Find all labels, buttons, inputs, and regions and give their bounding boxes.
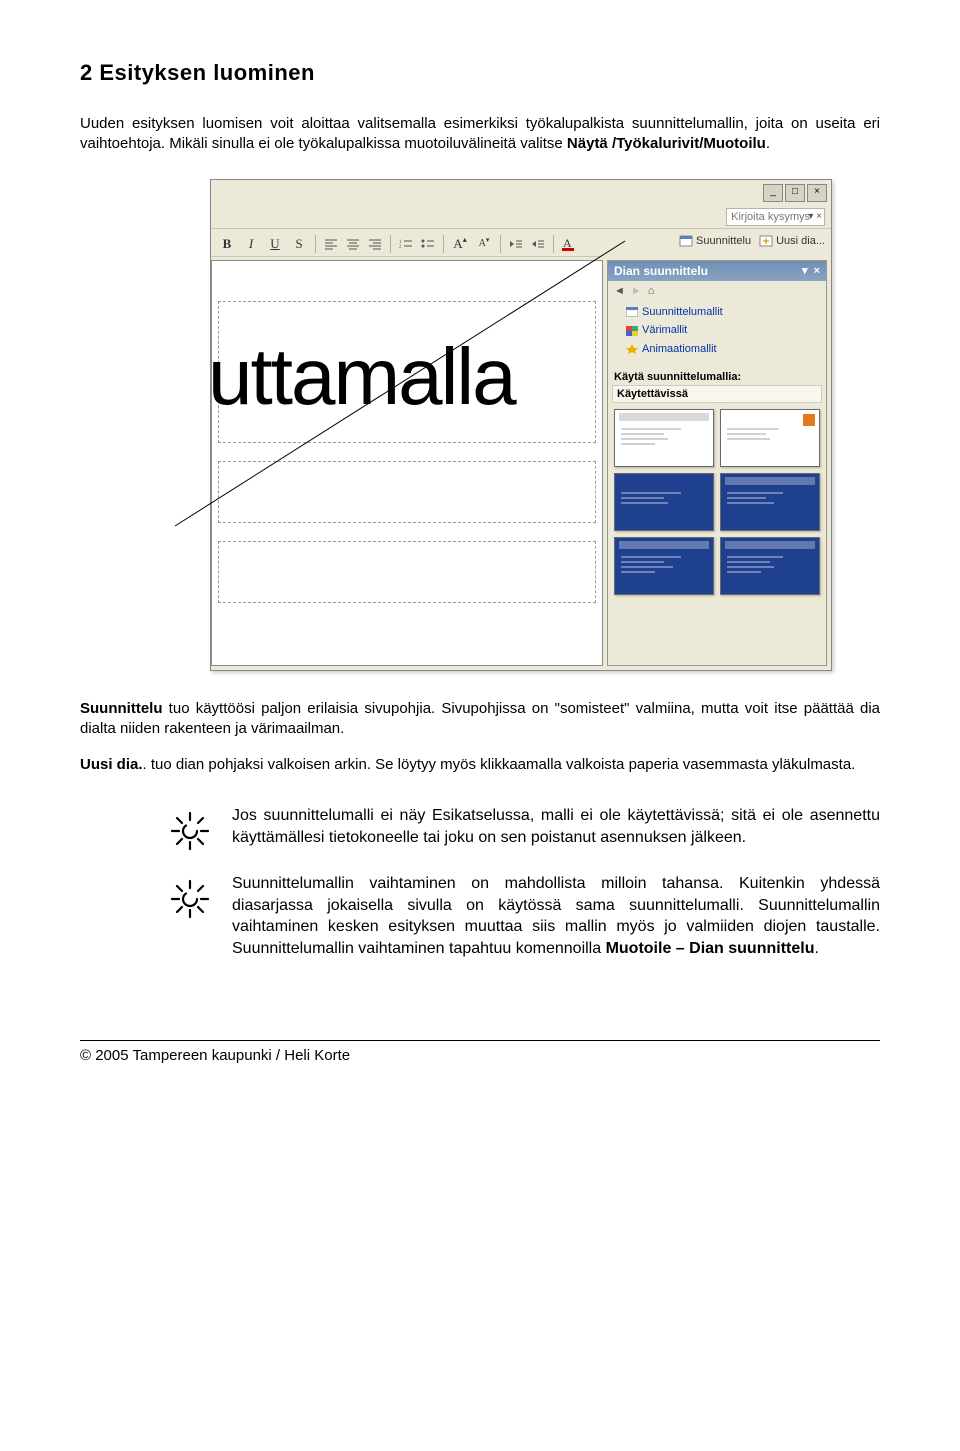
task-pane-nav: ◄ ► ⌂	[608, 281, 826, 301]
toolbar-separator	[500, 235, 501, 253]
design-links: Suunnittelu Uusi dia...	[679, 235, 825, 247]
sun-icon	[160, 873, 220, 921]
animation-schemes-link[interactable]: Animaatiomallit	[626, 340, 820, 359]
uusidia-paragraph: Uusi dia.. tuo dian pohjaksi valkoisen a…	[80, 755, 880, 775]
formatting-toolbar: B I U S 12 A▴ A▾ A	[211, 232, 601, 257]
p2-text: tuo käyttöösi paljon erilaisia sivupohji…	[80, 700, 880, 737]
tip2b-bold: Muotoile – Dian suunnittelu	[606, 940, 815, 957]
task-pane-header[interactable]: Dian suunnittelu ▾ ×	[608, 261, 826, 281]
body-placeholder-1[interactable]	[218, 461, 596, 523]
pl2-label: Värimallit	[642, 321, 687, 340]
increase-font-button[interactable]: A▴	[450, 234, 470, 254]
align-right-button[interactable]	[366, 235, 384, 253]
page-footer: © 2005 Tampereen kaupunki / Heli Korte	[80, 1040, 880, 1064]
suunnittelu-paragraph: Suunnittelu tuo käyttöösi paljon erilais…	[80, 699, 880, 740]
task-pane: Dian suunnittelu ▾ × ◄ ► ⌂ Suunnitteluma…	[607, 260, 827, 666]
window-controls: _ □ ×	[763, 184, 827, 202]
use-template-label: Käytä suunnittelumallia:	[608, 367, 826, 385]
shadow-button[interactable]: S	[289, 234, 309, 254]
tip2c-text: .	[814, 940, 818, 957]
pane-back-icon[interactable]: ◄	[614, 285, 625, 297]
pl3-label: Animaatiomallit	[642, 340, 717, 359]
svg-text:2: 2	[399, 245, 402, 250]
p3-bold: Uusi dia.	[80, 756, 143, 773]
underline-button[interactable]: U	[265, 234, 285, 254]
task-pane-controls[interactable]: ▾ ×	[802, 264, 820, 277]
design-link-label: Suunnittelu	[696, 235, 751, 247]
template-thumb[interactable]	[720, 409, 820, 467]
tips-block: Jos suunnittelumalli ei näy Esikatseluss…	[160, 805, 880, 959]
bold-button[interactable]: B	[217, 234, 237, 254]
toolbar-separator	[390, 235, 391, 253]
help-search-input[interactable]: Kirjoita kysymys ▾ ×	[726, 208, 825, 226]
p1-end: .	[766, 135, 770, 152]
tip-1: Jos suunnittelumalli ei näy Esikatseluss…	[160, 805, 880, 853]
template-thumb[interactable]	[614, 409, 714, 467]
task-pane-title: Dian suunnittelu	[614, 264, 708, 278]
p2-bold: Suunnittelu	[80, 700, 163, 717]
tip2-text: Suunnittelumallin vaihtaminen on mahdoll…	[232, 873, 880, 959]
minimize-button[interactable]: _	[763, 184, 783, 202]
new-slide-icon	[759, 235, 773, 247]
section-heading: 2 Esityksen luominen	[80, 60, 880, 86]
intro-paragraph: Uuden esityksen luomisen voit aloittaa v…	[80, 114, 880, 155]
pane-home-icon[interactable]: ⌂	[648, 285, 655, 297]
template-thumb[interactable]	[720, 537, 820, 595]
tip-2: Suunnittelumallin vaihtaminen on mahdoll…	[160, 873, 880, 959]
increase-indent-button[interactable]	[529, 235, 547, 253]
pane-fwd-icon[interactable]: ►	[631, 285, 642, 297]
numbered-list-button[interactable]: 12	[397, 235, 415, 253]
design-icon	[679, 235, 693, 247]
copyright-text: © 2005 Tampereen kaupunki / Heli Korte	[80, 1047, 350, 1064]
align-left-button[interactable]	[322, 235, 340, 253]
toolbar-separator	[443, 235, 444, 253]
body-placeholder-2[interactable]	[218, 541, 596, 603]
p3-text: . tuo dian pohjaksi valkoisen arkin. Se …	[143, 756, 856, 773]
align-center-button[interactable]	[344, 235, 362, 253]
new-slide-link-label: Uusi dia...	[776, 235, 825, 247]
template-thumb[interactable]	[614, 473, 714, 531]
decrease-font-button[interactable]: A▾	[474, 234, 494, 254]
decrease-indent-button[interactable]	[507, 235, 525, 253]
help-search-dropdown-icon[interactable]: ▾ ×	[808, 210, 822, 224]
bullet-list-button[interactable]	[419, 235, 437, 253]
design-templates-link[interactable]: Suunnittelumallit	[626, 303, 820, 322]
template-thumb[interactable]	[614, 537, 714, 595]
close-button[interactable]: ×	[807, 184, 827, 202]
pl1-label: Suunnittelumallit	[642, 303, 723, 322]
font-color-button[interactable]: A	[560, 235, 578, 253]
pane-link-list: Suunnittelumallit Värimallit Animaatioma…	[608, 301, 826, 367]
svg-text:A: A	[563, 236, 572, 250]
slide-editor[interactable]: uttamalla	[211, 260, 603, 666]
toolbar-separator	[553, 235, 554, 253]
restore-button[interactable]: □	[785, 184, 805, 202]
template-thumb[interactable]	[720, 473, 820, 531]
new-slide-link[interactable]: Uusi dia...	[759, 235, 825, 247]
screenshot-container: _ □ × Kirjoita kysymys ▾ × B I U S 12	[80, 179, 880, 671]
available-heading: Käytettävissä	[612, 385, 822, 403]
p1-bold: Näytä /Työkalurivit/Muotoilu	[567, 135, 766, 152]
design-link[interactable]: Suunnittelu	[679, 235, 751, 247]
slide-title-text: uttamalla	[211, 331, 515, 423]
tip1-text: Jos suunnittelumalli ei näy Esikatseluss…	[232, 805, 880, 848]
italic-button[interactable]: I	[241, 234, 261, 254]
template-thumbnails	[608, 403, 826, 601]
powerpoint-screenshot: _ □ × Kirjoita kysymys ▾ × B I U S 12	[210, 179, 832, 671]
help-search-placeholder: Kirjoita kysymys	[731, 211, 810, 223]
toolbar-separator	[315, 235, 316, 253]
color-schemes-link[interactable]: Värimallit	[626, 321, 820, 340]
sun-icon	[160, 805, 220, 853]
